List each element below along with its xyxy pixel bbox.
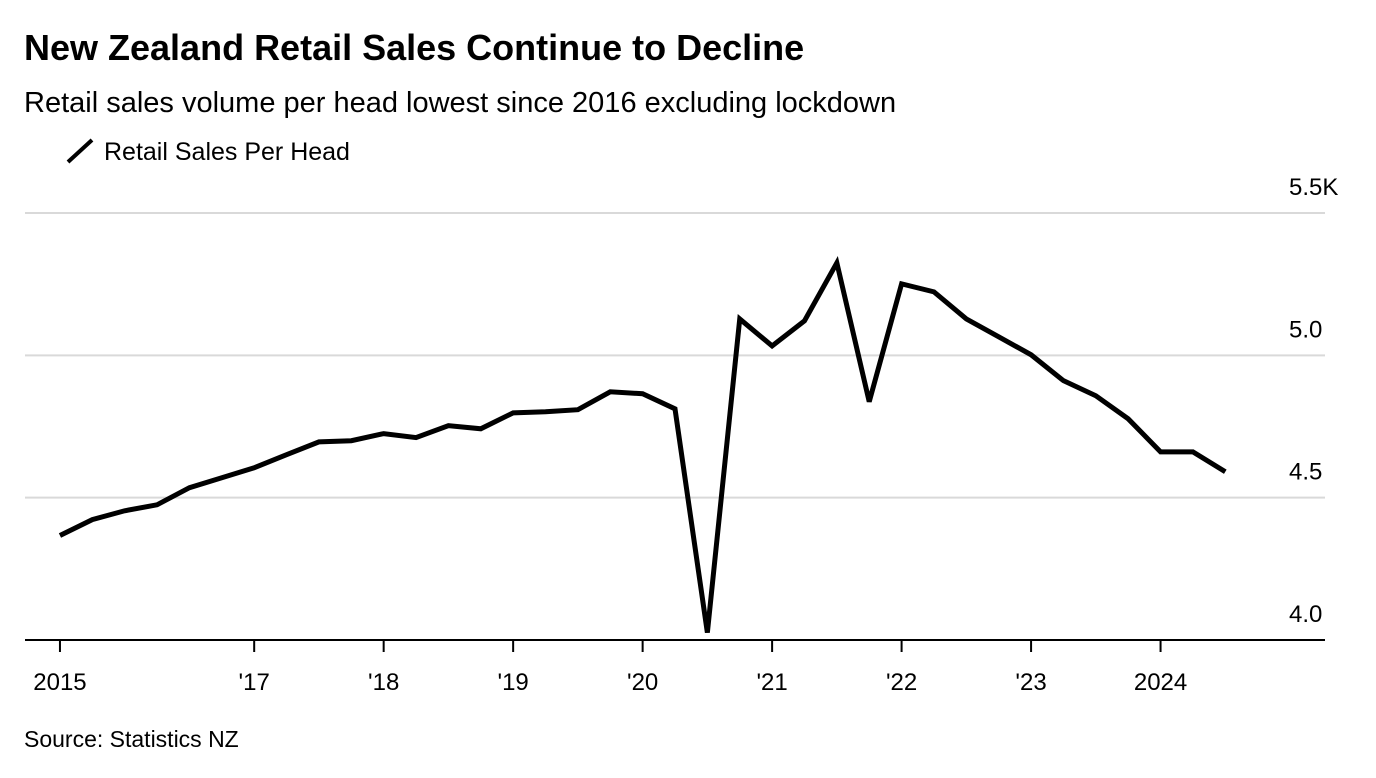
y-tick-label: 4.5 [1289, 459, 1322, 486]
x-tick-label: '22 [886, 669, 917, 696]
legend-icon [66, 138, 94, 164]
x-tick-label: '23 [1015, 669, 1046, 696]
legend-label: Retail Sales Per Head [104, 138, 350, 166]
line-series [58, 255, 1227, 633]
chart-title: New Zealand Retail Sales Continue to Dec… [24, 27, 804, 68]
source: Source: Statistics NZ [24, 726, 239, 752]
y-tick-label: 5.0 [1289, 316, 1322, 343]
y-tick-label: 5.5K [1289, 174, 1338, 201]
y-tick-label: 4.0 [1289, 601, 1322, 628]
x-tick-label: '17 [239, 669, 270, 696]
x-tick-label: '18 [368, 669, 399, 696]
x-tick-label: '20 [627, 669, 658, 696]
x-tick-label: '19 [498, 669, 529, 696]
chart-subtitle: Retail sales volume per head lowest sinc… [24, 87, 896, 119]
x-tick-label: 2024 [1134, 669, 1187, 696]
x-tick-label: '21 [756, 669, 787, 696]
x-tick-label: 2015 [33, 669, 86, 696]
